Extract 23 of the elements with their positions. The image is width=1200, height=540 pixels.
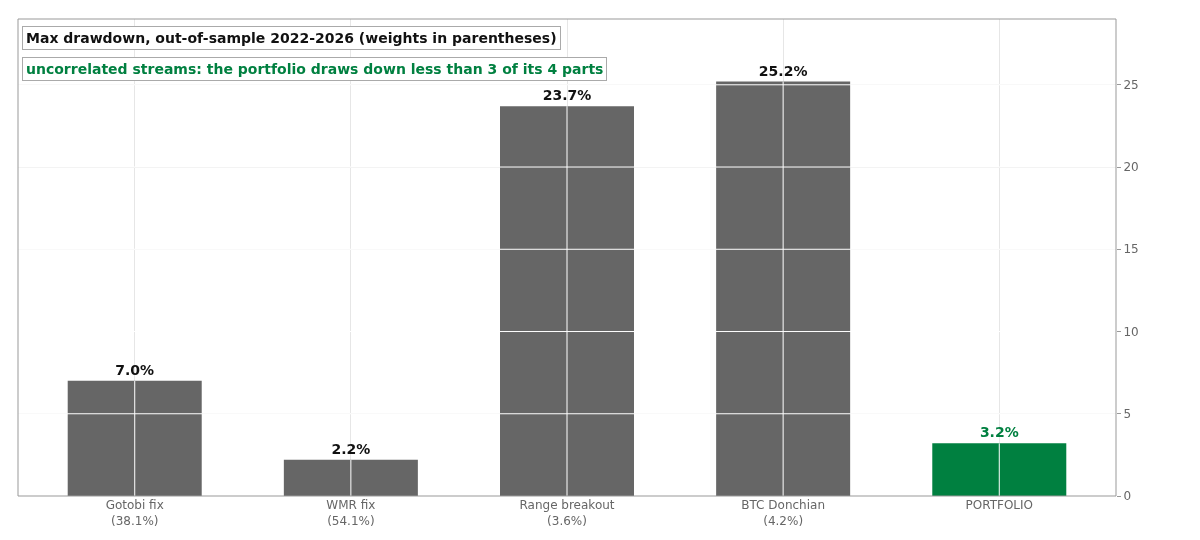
y-tick-label: 5 xyxy=(1123,406,1132,421)
data-label: 7.0% xyxy=(115,361,155,378)
y-tick-label: 15 xyxy=(1123,242,1139,257)
data-label: 2.2% xyxy=(331,440,371,457)
x-tick-label: PORTFOLIO xyxy=(965,498,1034,512)
x-tick-label: BTC Donchian (4.2%) xyxy=(741,498,826,528)
data-label: 25.2% xyxy=(758,62,808,79)
y-tick-label: 0 xyxy=(1123,489,1132,504)
bar xyxy=(716,81,851,496)
bar xyxy=(283,459,418,496)
y-tick-label: 20 xyxy=(1123,160,1139,175)
bar xyxy=(500,106,634,496)
text: uncorrelated streams: the portfolio draws down less than 3 of its 4 parts xyxy=(26,61,604,77)
y-tick-label: 25 xyxy=(1123,77,1139,92)
x-tick-label: Gotobi fix (38.1%) xyxy=(105,498,164,528)
x-tick-label: Range breakout (3.6%) xyxy=(519,498,615,528)
bar xyxy=(67,380,202,496)
data-label: 3.2% xyxy=(979,424,1019,441)
y-tick-label: 10 xyxy=(1123,324,1139,339)
text: Max drawdown, out-of-sample 2022-2026 (weights in parentheses) xyxy=(26,30,557,46)
bar xyxy=(932,443,1067,496)
x-tick-label: WMR fix (54.1%) xyxy=(326,498,376,528)
data-label: 23.7% xyxy=(542,87,592,104)
